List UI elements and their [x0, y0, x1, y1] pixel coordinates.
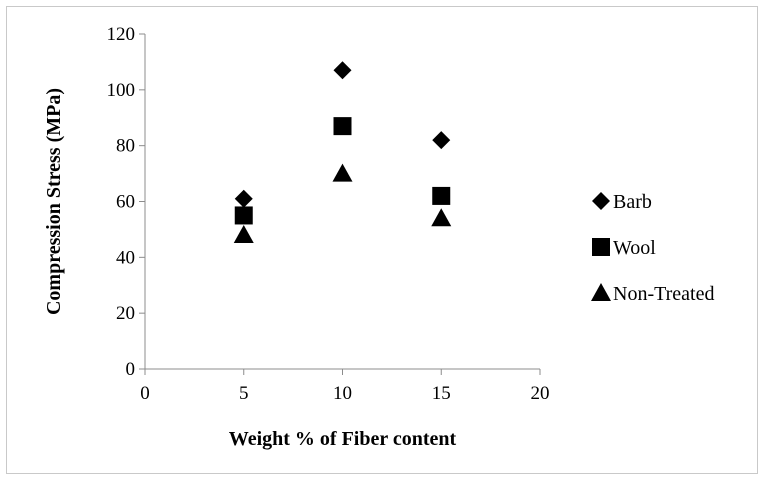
- legend-marker-non-treated: [591, 283, 611, 301]
- x-tick-label: 15: [432, 383, 451, 404]
- y-tick-label: 40: [116, 247, 135, 268]
- chart-frame: [6, 6, 758, 474]
- y-tick-label: 80: [116, 136, 135, 157]
- point-non-treated: [332, 163, 353, 182]
- x-tick-label: 10: [333, 383, 352, 404]
- y-tick-labels: 0 20 40 60 80 100 120: [107, 24, 136, 380]
- legend-label-barb: Barb: [613, 191, 652, 213]
- point-barb: [234, 189, 253, 208]
- legend-marker-barb: [592, 192, 610, 210]
- y-tick-label: 120: [107, 24, 136, 45]
- x-axis-title: Weight % of Fiber content: [229, 428, 457, 450]
- point-wool: [333, 117, 352, 136]
- point-non-treated: [233, 225, 254, 243]
- legend: Barb Wool Non-Treated: [591, 191, 714, 305]
- x-tick-label: 0: [140, 383, 150, 404]
- y-tick-label: 20: [116, 303, 135, 324]
- axes: [139, 33, 541, 375]
- x-tick-label: 5: [239, 383, 249, 404]
- x-tick-labels: 0 5 10 15 20: [140, 383, 549, 404]
- point-non-treated: [431, 208, 452, 227]
- point-wool: [432, 186, 451, 205]
- point-barb: [432, 131, 451, 150]
- y-tick-label: 0: [126, 359, 136, 380]
- x-tick-label: 20: [531, 383, 550, 404]
- point-wool: [234, 206, 253, 225]
- legend-label-non-treated: Non-Treated: [613, 283, 714, 305]
- legend-marker-wool: [592, 238, 610, 256]
- point-barb: [333, 61, 352, 80]
- legend-label-wool: Wool: [613, 237, 656, 259]
- y-tick-label: 60: [116, 192, 135, 213]
- y-axis-title: Compression Stress (MPa): [43, 88, 65, 315]
- data-points: [233, 61, 452, 243]
- y-tick-label: 100: [107, 80, 136, 101]
